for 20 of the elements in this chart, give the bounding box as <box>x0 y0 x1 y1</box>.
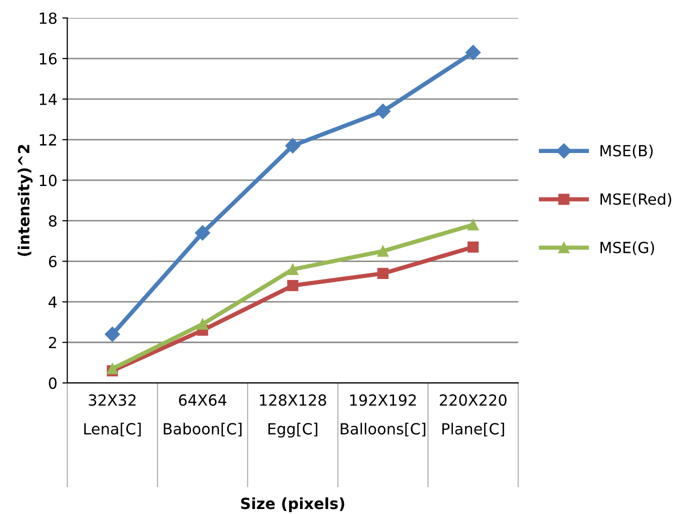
y-tick-label: 18 <box>40 12 57 24</box>
y-tick-label: 10 <box>40 174 57 186</box>
y-tick-label: 16 <box>40 53 57 65</box>
x-axis-title: Size (pixels) <box>241 497 344 512</box>
y-tick-label: 2 <box>48 336 56 348</box>
y-axis-title: (intensity)^2 <box>18 144 33 256</box>
x-tick-label: 192X192 Balloons[C] <box>340 394 426 436</box>
legend-label: MSE(G) <box>600 241 654 256</box>
legend-label: MSE(Red) <box>600 193 672 207</box>
legend-label: MSE(B) <box>600 144 653 158</box>
y-tick-label: 4 <box>48 296 57 308</box>
x-tick-label: 64X64 Baboon[C] <box>164 394 242 436</box>
y-tick-label: 8 <box>48 215 57 227</box>
y-tick-label: 14 <box>40 94 57 105</box>
x-tick-label: 32X32 Lena[C] <box>84 394 141 436</box>
y-tick-label: 0 <box>48 377 57 389</box>
y-tick-label: 6 <box>48 256 57 268</box>
y-tick-label: 12 <box>40 134 56 146</box>
x-tick-label: 220X220 Plane[C] <box>440 394 506 436</box>
x-tick-label: 128X128 Egg[C] <box>260 394 326 438</box>
